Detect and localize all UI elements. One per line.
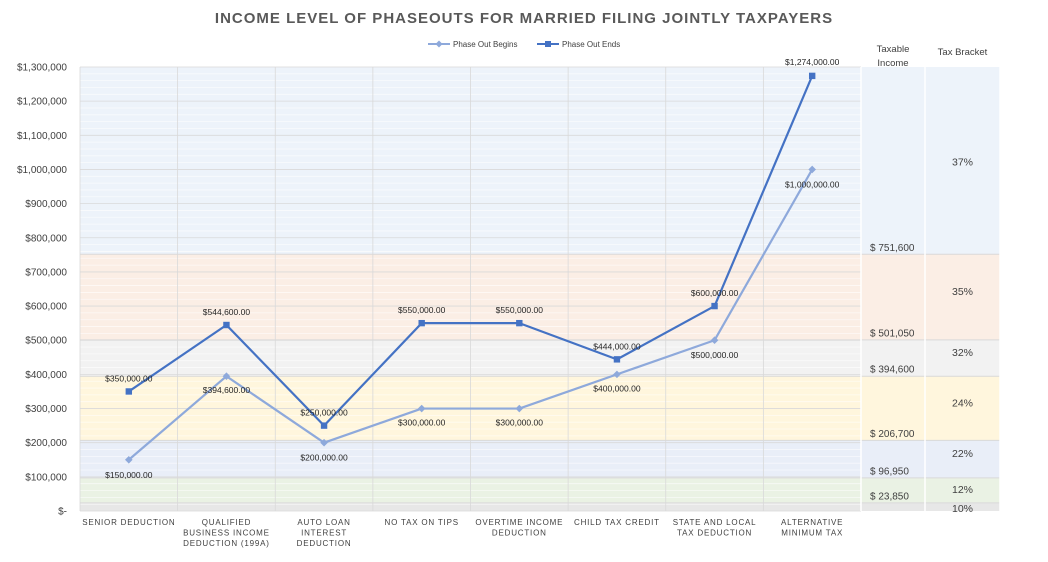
data-label-phase-out-ends: $544,600.00 (203, 307, 251, 317)
data-labels: $150,000.00 $394,600.00 $200,000.00 $300,00… (105, 57, 839, 480)
data-point-phase-out-begins (710, 336, 719, 345)
x-category-label: NO TAX ON TIPS (385, 518, 459, 527)
data-point-phase-out-begins (515, 404, 524, 413)
bracket-rate-label: 37% (952, 156, 973, 168)
x-category-label: OVERTIME INCOME (475, 518, 563, 527)
data-point-phase-out-begins (417, 404, 426, 413)
data-point-phase-out-ends (516, 319, 523, 327)
x-category-label: SENIOR DEDUCTION (82, 518, 175, 527)
y-tick-label: $1,000,000 (17, 165, 67, 176)
y-tick-label: $1,200,000 (17, 97, 67, 108)
bracket-rate-label: 35% (952, 286, 973, 298)
x-category-label: DEDUCTION (297, 539, 352, 548)
legend-label: Phase Out Begins (453, 40, 517, 49)
series-line-phase-out-ends (128, 75, 814, 427)
data-label-phase-out-begins: $394,600.00 (203, 385, 251, 395)
bracket-threshold-label: $ 394,600 (870, 365, 915, 376)
x-category-label: STATE AND LOCAL (673, 518, 757, 527)
bracket-band-2 (80, 440, 1000, 478)
bracket-band-6 (80, 67, 1000, 255)
data-point-phase-out-ends (320, 422, 328, 429)
y-tick-label: $300,000 (25, 404, 67, 415)
bracket-band-5 (80, 254, 1000, 340)
data-point-phase-out-ends (613, 356, 621, 363)
bracket-bands (80, 67, 1000, 511)
x-category-label: AUTO LOAN (297, 518, 350, 527)
bracket-band-4 (80, 339, 1000, 377)
x-category-label: MINIMUM TAX (781, 529, 843, 538)
data-label-phase-out-begins: $200,000.00 (300, 453, 348, 463)
data-point-phase-out-begins (320, 438, 328, 447)
bracket-threshold-label: $ 23,850 (870, 491, 909, 502)
x-category-label: DEDUCTION (492, 529, 547, 538)
data-point-phase-out-ends (418, 319, 425, 327)
legend-label: Phase Out Ends (562, 40, 620, 49)
data-label-phase-out-begins: $150,000.00 (105, 470, 153, 480)
y-tick-label: $- (58, 507, 67, 518)
x-category-label: ALTERNATIVE (781, 518, 843, 527)
series-lines (125, 72, 816, 464)
data-label-phase-out-ends: $250,000.00 (300, 408, 348, 418)
y-tick-label: $1,100,000 (17, 131, 67, 142)
y-tick-label: $500,000 (25, 336, 67, 347)
bracket-rate-label: 10% (952, 503, 973, 515)
x-category-label: CHILD TAX CREDIT (574, 518, 660, 527)
y-tick-label: $200,000 (25, 438, 67, 449)
data-label-phase-out-begins: $1,000,000.00 (785, 179, 840, 189)
tax-bracket-table: Taxable Income Tax Bracket 10% $ 23,850 12% $ … (870, 44, 988, 515)
data-label-phase-out-ends: $444,000.00 (593, 341, 641, 351)
legend-marker-square (545, 41, 551, 47)
y-tick-label: $1,300,000 (17, 63, 67, 74)
y-tick-label: $600,000 (25, 302, 67, 313)
bracket-rate-label: 24% (952, 397, 973, 409)
bracket-band-0 (80, 502, 1000, 511)
data-label-phase-out-begins: $400,000.00 (593, 383, 641, 393)
data-point-phase-out-begins (125, 455, 133, 464)
y-tick-label: $800,000 (25, 233, 67, 244)
data-point-phase-out-begins (808, 165, 816, 174)
data-label-phase-out-ends: $550,000.00 (398, 305, 446, 315)
bracket-threshold-label: $ 206,700 (870, 429, 915, 440)
tax-bracket-header: Tax Bracket (938, 47, 988, 58)
gridlines (79, 66, 1001, 512)
data-label-phase-out-ends: $350,000.00 (105, 373, 153, 383)
x-axis: SENIOR DEDUCTION QUALIFIED BUSINESS INCOME… (82, 518, 843, 548)
data-label-phase-out-begins: $300,000.00 (398, 418, 446, 428)
legend-marker-diamond (435, 40, 443, 48)
bracket-rate-label: 32% (952, 347, 973, 359)
series-line-phase-out-begins (128, 168, 814, 461)
data-label-phase-out-ends: $600,000.00 (691, 288, 739, 298)
data-label-phase-out-ends: $1,274,000.00 (785, 57, 840, 67)
y-tick-label: $400,000 (25, 370, 67, 381)
data-point-phase-out-begins (222, 372, 231, 381)
chart-title: INCOME LEVEL OF PHASEOUTS FOR MARRIED FI… (215, 10, 833, 27)
x-category-label: TAX DEDUCTION (677, 529, 752, 538)
bracket-rate-label: 12% (952, 484, 973, 496)
bracket-rate-label: 22% (952, 448, 973, 460)
data-point-phase-out-ends (711, 302, 718, 310)
bracket-threshold-label: $ 96,950 (870, 466, 909, 477)
data-point-phase-out-begins (613, 370, 621, 379)
x-category-label: BUSINESS INCOME (183, 529, 270, 538)
taxable-income-header: Taxable (877, 44, 910, 55)
data-point-phase-out-ends (223, 321, 230, 329)
x-category-label: DEDUCTION (199A) (183, 539, 270, 548)
x-category-label: QUALIFIED (202, 518, 251, 527)
bracket-threshold-label: $ 501,050 (870, 328, 915, 339)
y-tick-label: $700,000 (25, 267, 67, 278)
data-point-phase-out-ends (808, 72, 816, 80)
y-axis: $- $100,000 $200,000 $300,000 $400,000 $500,0… (17, 63, 67, 518)
taxable-income-header: Income (877, 58, 908, 69)
data-label-phase-out-ends: $550,000.00 (496, 305, 544, 315)
data-point-phase-out-ends (125, 388, 133, 395)
legend: Phase Out Begins Phase Out Ends (428, 40, 620, 49)
x-category-label: INTEREST (301, 529, 347, 538)
y-tick-label: $100,000 (25, 472, 67, 483)
y-tick-label: $900,000 (25, 199, 67, 210)
data-label-phase-out-begins: $500,000.00 (691, 350, 739, 360)
data-label-phase-out-begins: $300,000.00 (496, 418, 544, 428)
bracket-threshold-label: $ 751,600 (870, 243, 915, 254)
